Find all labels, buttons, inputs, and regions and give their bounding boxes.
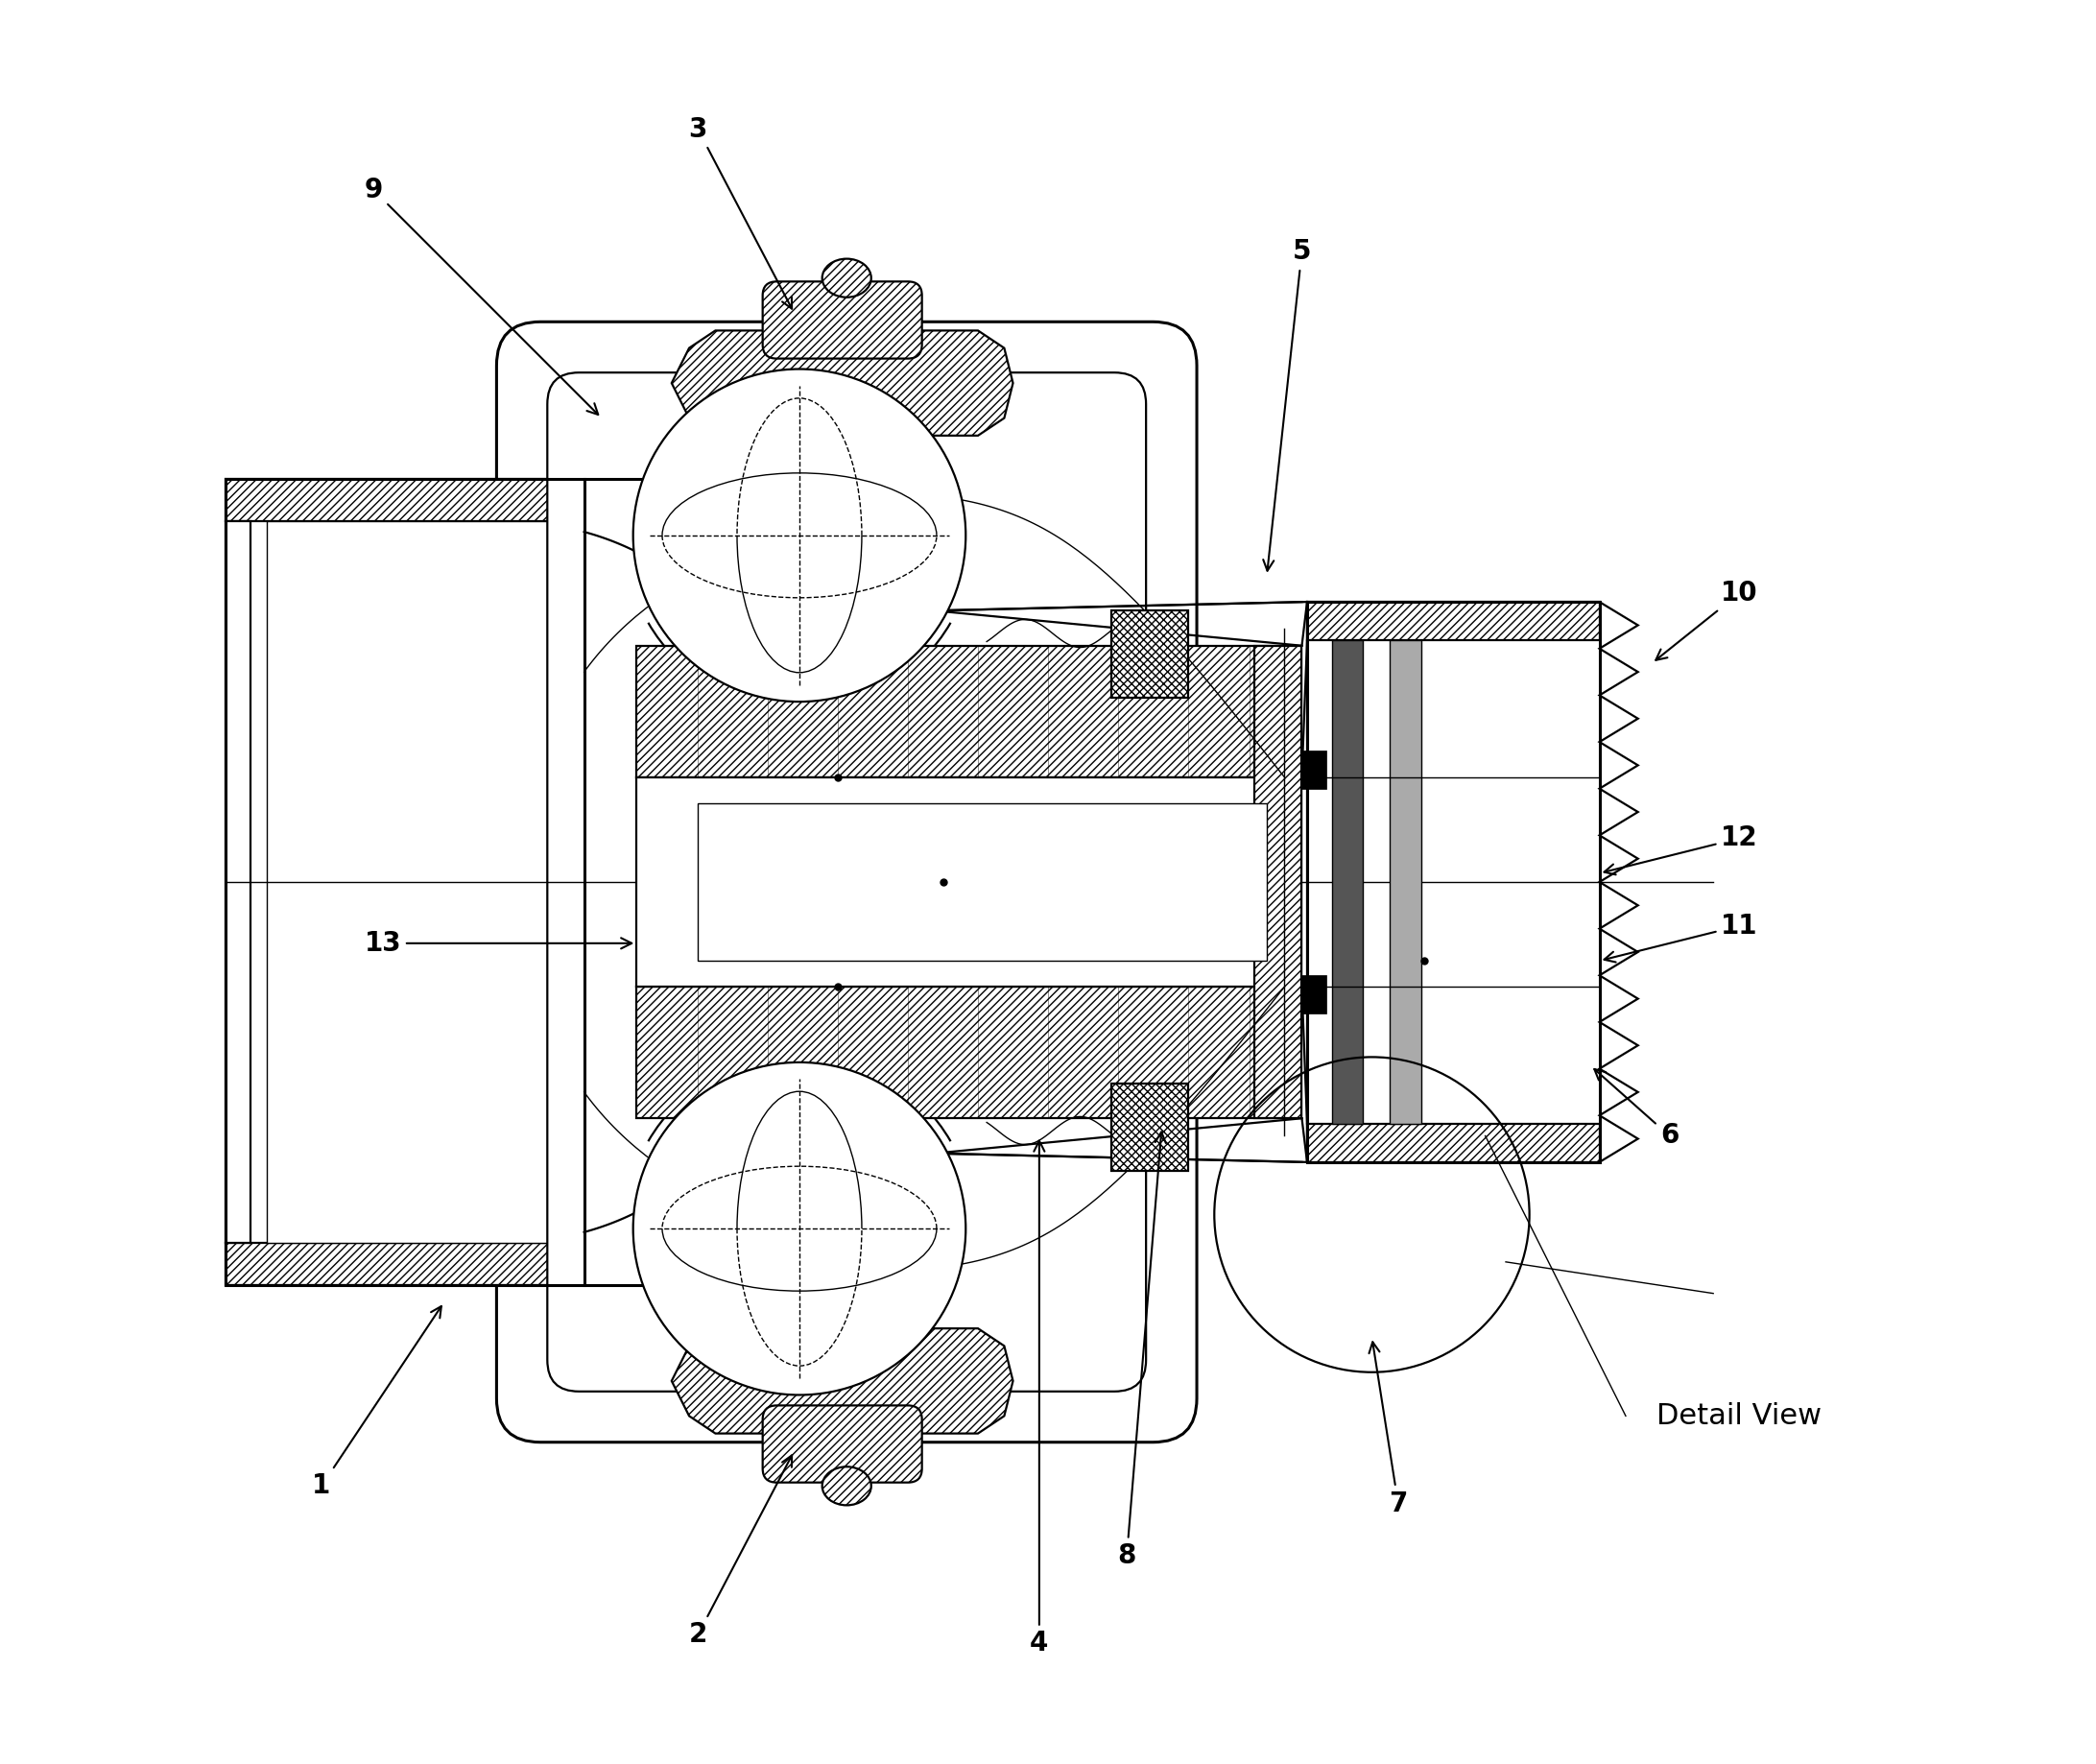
Text: 8: 8	[1117, 1132, 1165, 1570]
Text: 4: 4	[1029, 1141, 1048, 1656]
Bar	[224, 1242, 585, 1284]
Bar	[1300, 751, 1327, 789]
Bar	[1308, 602, 1599, 1162]
Circle shape	[633, 369, 966, 702]
Text: 6: 6	[1595, 1069, 1679, 1150]
Bar	[266, 522, 585, 1242]
Bar	[224, 480, 585, 522]
Text: 11: 11	[1603, 912, 1759, 961]
Bar	[1300, 975, 1327, 1013]
Text: 10: 10	[1656, 580, 1759, 660]
Polygon shape	[671, 330, 1012, 436]
Bar	[1111, 1083, 1188, 1171]
Bar	[1111, 610, 1188, 699]
FancyBboxPatch shape	[763, 282, 922, 358]
Bar	[698, 803, 1266, 961]
Polygon shape	[671, 1328, 1012, 1434]
Bar	[637, 988, 1302, 1118]
Text: 1: 1	[312, 1305, 442, 1499]
Bar	[637, 646, 1302, 776]
Text: 13: 13	[365, 930, 631, 956]
Text: 5: 5	[1264, 238, 1312, 572]
Text: 7: 7	[1369, 1342, 1406, 1517]
Bar	[637, 776, 1302, 988]
Bar	[1308, 1124, 1599, 1162]
FancyBboxPatch shape	[547, 372, 1147, 1392]
Text: Detail View: Detail View	[1658, 1402, 1821, 1431]
Bar	[224, 522, 249, 1242]
FancyBboxPatch shape	[497, 321, 1197, 1443]
Text: 12: 12	[1603, 826, 1759, 875]
Ellipse shape	[822, 1466, 872, 1505]
Bar	[1256, 646, 1302, 1118]
Circle shape	[633, 1062, 966, 1395]
Text: 9: 9	[365, 176, 597, 415]
Bar	[224, 480, 585, 1284]
Text: 3: 3	[690, 116, 792, 309]
Text: 2: 2	[690, 1455, 792, 1648]
Ellipse shape	[822, 259, 872, 298]
Bar	[1390, 640, 1421, 1124]
FancyBboxPatch shape	[763, 1406, 922, 1482]
Bar	[1331, 640, 1362, 1124]
Bar	[1308, 602, 1599, 640]
